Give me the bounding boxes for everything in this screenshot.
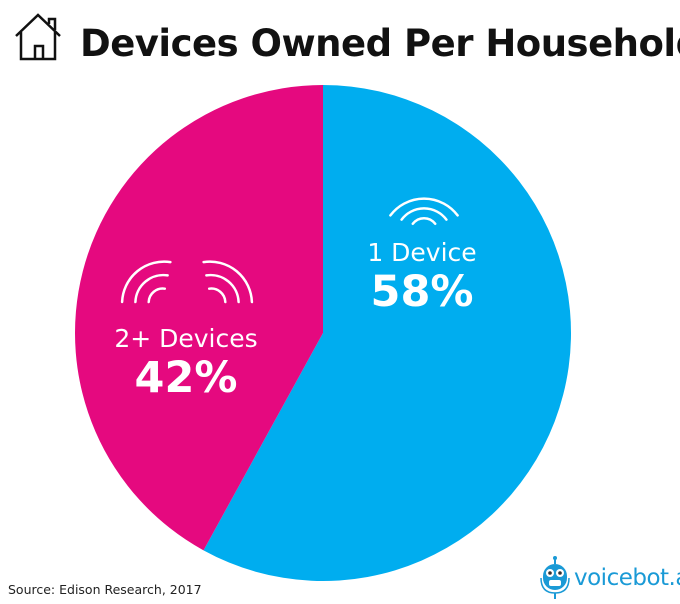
pie-slice-1-device — [203, 85, 571, 582]
chart-title: Devices Owned Per Household — [80, 22, 680, 65]
robot-mic-icon — [540, 556, 570, 599]
voicebot-logo: voicebot.ai ™ — [540, 556, 680, 600]
source-note: Source: Edison Research, 2017 — [8, 582, 202, 597]
wifi-signal-icon — [389, 197, 459, 226]
house-icon — [15, 13, 61, 61]
wifi-signal-icon — [120, 260, 172, 304]
pie-slice-2-devices — [75, 85, 323, 551]
slice-value-2-devices: 42% — [134, 353, 238, 403]
slice-label-1-device: 1 Device — [367, 238, 477, 267]
logo-text: voicebot.ai — [574, 565, 680, 591]
slice-value-1-device: 58% — [370, 267, 474, 317]
slice-label-2-devices: 2+ Devices — [114, 324, 258, 353]
wifi-signal-icon — [202, 260, 254, 304]
